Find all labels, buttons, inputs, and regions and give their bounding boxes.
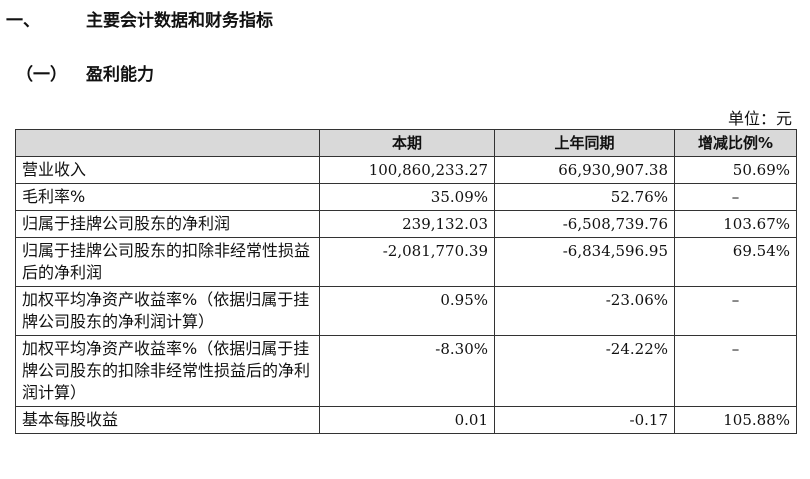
table-row: 营业收入 100,860,233.27 66,930,907.38 50.69% — [15, 156, 797, 184]
header-change-percent: 增减比例% — [674, 129, 797, 157]
prior-value: 66,930,907.38 — [494, 156, 675, 184]
prior-value: -0.17 — [494, 406, 675, 434]
subsection-title: 盈利能力 — [86, 65, 154, 85]
change-value: 50.69% — [674, 156, 797, 184]
row-label: 加权平均净资产收益率%（依据归属于挂牌公司股东的净利润计算） — [15, 286, 320, 336]
row-label: 归属于挂牌公司股东的扣除非经常性损益后的净利润 — [15, 237, 320, 287]
table-row: 基本每股收益 0.01 -0.17 105.88% — [15, 406, 797, 434]
header-prior-period: 上年同期 — [494, 129, 675, 157]
change-value: – — [674, 335, 797, 407]
section-number: 一、 — [6, 11, 40, 31]
row-label: 基本每股收益 — [15, 406, 320, 434]
prior-value: -6,508,739.76 — [494, 210, 675, 238]
current-value: 0.01 — [319, 406, 495, 434]
prior-value: -24.22% — [494, 335, 675, 407]
financial-table: 本期 上年同期 增减比例% 营业收入 100,860,233.27 66,930… — [15, 129, 797, 434]
current-value: -8.30% — [319, 335, 495, 407]
subsection-number: （一） — [16, 65, 67, 85]
change-value: 69.54% — [674, 237, 797, 287]
section-heading: 一、 主要会计数据和财务指标 — [6, 6, 273, 31]
table-header-row: 本期 上年同期 增减比例% — [15, 129, 797, 157]
row-label: 归属于挂牌公司股东的净利润 — [15, 210, 320, 238]
section-title: 主要会计数据和财务指标 — [86, 11, 273, 31]
current-value: -2,081,770.39 — [319, 237, 495, 287]
table-row: 加权平均净资产收益率%（依据归属于挂牌公司股东的扣除非经常性损益后的净利润计算）… — [15, 335, 797, 407]
row-label: 营业收入 — [15, 156, 320, 184]
header-item — [15, 129, 320, 157]
change-value: 103.67% — [674, 210, 797, 238]
prior-value: -6,834,596.95 — [494, 237, 675, 287]
row-label: 加权平均净资产收益率%（依据归属于挂牌公司股东的扣除非经常性损益后的净利润计算） — [15, 335, 320, 407]
row-label: 毛利率% — [15, 183, 320, 211]
current-value: 0.95% — [319, 286, 495, 336]
table-row: 归属于挂牌公司股东的扣除非经常性损益后的净利润 -2,081,770.39 -6… — [15, 237, 797, 287]
change-value: – — [674, 286, 797, 336]
prior-value: 52.76% — [494, 183, 675, 211]
unit-label: 单位：元 — [727, 109, 792, 128]
prior-value: -23.06% — [494, 286, 675, 336]
table-row: 归属于挂牌公司股东的净利润 239,132.03 -6,508,739.76 1… — [15, 210, 797, 238]
change-value: – — [674, 183, 797, 211]
table-row: 毛利率% 35.09% 52.76% – — [15, 183, 797, 211]
current-value: 100,860,233.27 — [319, 156, 495, 184]
table-row: 加权平均净资产收益率%（依据归属于挂牌公司股东的净利润计算） 0.95% -23… — [15, 286, 797, 336]
subsection-heading: （一） 盈利能力 — [16, 60, 154, 85]
change-value: 105.88% — [674, 406, 797, 434]
current-value: 35.09% — [319, 183, 495, 211]
current-value: 239,132.03 — [319, 210, 495, 238]
header-current-period: 本期 — [319, 129, 495, 157]
